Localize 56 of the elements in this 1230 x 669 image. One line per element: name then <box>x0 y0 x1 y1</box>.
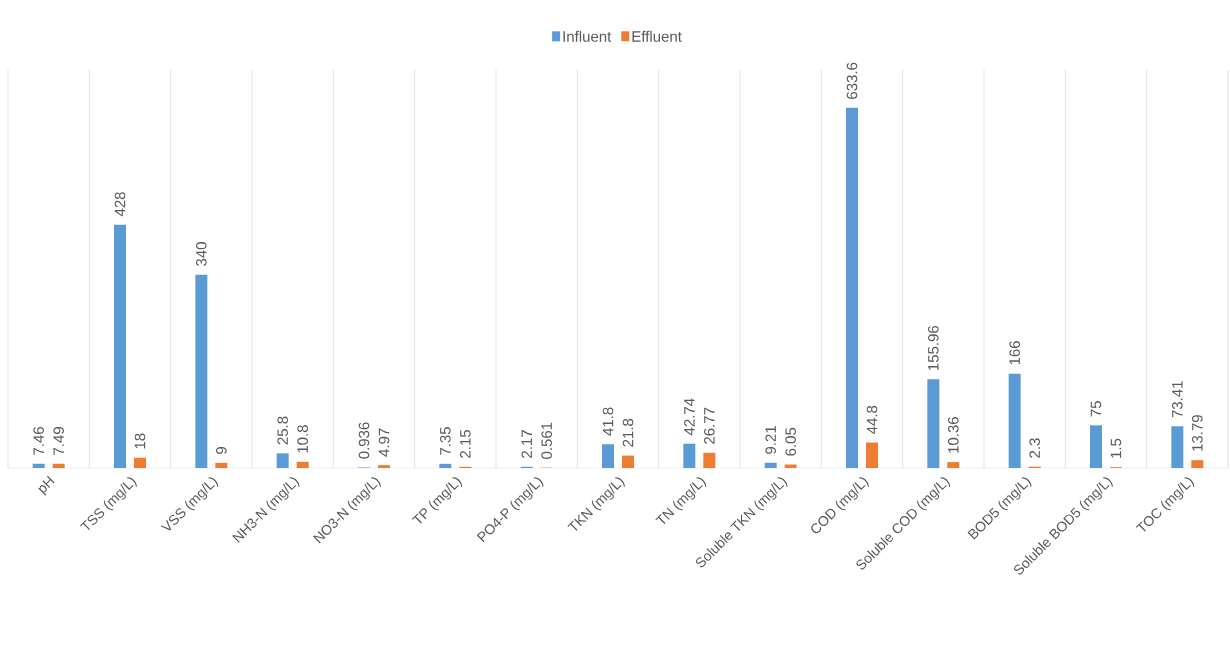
data-label: 26.77 <box>704 407 715 444</box>
bar <box>134 457 146 468</box>
bar <box>114 224 126 468</box>
bar <box>1191 460 1204 468</box>
data-label: 73.41 <box>1172 381 1183 418</box>
bar <box>947 462 960 468</box>
data-label: 2.3 <box>1029 438 1040 458</box>
data-label: 21.8 <box>622 418 634 447</box>
data-label: 10.36 <box>948 417 959 453</box>
bar <box>927 379 940 468</box>
data-label: 1.5 <box>1110 438 1122 458</box>
bar <box>1008 373 1021 468</box>
data-label: 2.15 <box>460 430 471 458</box>
bar <box>195 274 208 468</box>
data-label: 25.8 <box>277 416 288 445</box>
data-label: 9.21 <box>765 426 776 454</box>
bar <box>215 462 228 468</box>
data-label: 13.79 <box>1192 415 1203 451</box>
data-label: 41.8 <box>602 407 614 436</box>
bar <box>846 107 858 468</box>
data-label: 0.936 <box>358 422 370 459</box>
bar <box>622 455 634 468</box>
bar <box>378 465 390 468</box>
bar <box>703 452 716 468</box>
bar <box>1171 426 1184 468</box>
legend-label: Influent <box>563 30 612 42</box>
data-label: 44.8 <box>866 405 878 434</box>
bar <box>439 463 452 468</box>
bar <box>276 453 289 468</box>
data-label: 6.05 <box>785 427 796 456</box>
bar <box>1090 425 1102 468</box>
data-label: 633.6 <box>846 62 858 99</box>
bar <box>602 444 614 468</box>
x-tick-label: pH <box>38 475 55 496</box>
data-label: 7.49 <box>53 427 64 455</box>
bar <box>52 463 65 468</box>
bar <box>764 462 777 468</box>
data-label: 75 <box>1090 401 1102 417</box>
data-label: 10.8 <box>297 425 308 453</box>
bar <box>866 442 879 468</box>
data-label: 155.96 <box>928 325 939 370</box>
data-label: 4.97 <box>378 428 390 457</box>
bar <box>683 443 696 468</box>
bar <box>32 463 45 468</box>
legend-label: Effluent <box>632 30 682 42</box>
data-label: 2.17 <box>521 430 532 458</box>
data-label: 166 <box>1009 341 1020 365</box>
data-label: 42.74 <box>684 398 695 436</box>
data-label: 340 <box>196 242 207 266</box>
bar <box>296 461 309 468</box>
data-label: 7.46 <box>33 427 44 455</box>
data-label: 428 <box>114 192 126 217</box>
data-label: 18 <box>134 433 146 449</box>
data-label: 7.35 <box>440 427 451 455</box>
data-label: 9 <box>216 447 227 454</box>
data-label: 0.561 <box>541 422 552 459</box>
